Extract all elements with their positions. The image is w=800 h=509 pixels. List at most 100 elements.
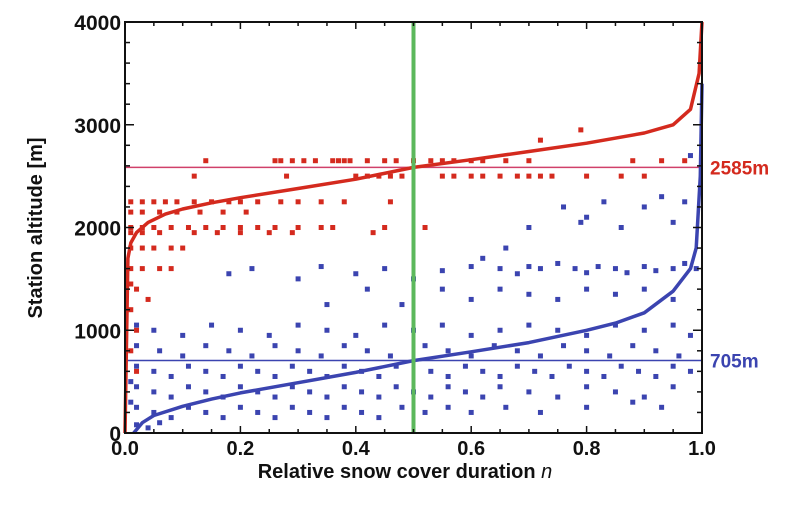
scatter-point-blue — [584, 286, 590, 292]
scatter-point-blue — [687, 332, 693, 338]
scatter-point-blue — [203, 368, 209, 374]
scatter-point-blue — [549, 373, 555, 379]
scatter-point-blue — [341, 404, 347, 410]
scatter-point-red — [295, 225, 301, 230]
scatter-point-blue — [641, 327, 647, 333]
scatter-point-blue — [480, 255, 486, 261]
scatter-point-blue — [555, 394, 561, 400]
scatter-point-red — [335, 158, 341, 164]
scatter-point-blue — [682, 199, 688, 205]
scatter-point-blue — [584, 214, 590, 220]
scatter-point-blue — [128, 379, 134, 385]
scatter-point-red — [480, 158, 486, 164]
scatter-point-red — [272, 225, 278, 230]
scatter-point-blue — [399, 404, 405, 410]
scatter-point-blue — [376, 373, 382, 379]
scatter-point-red — [301, 158, 307, 164]
scatter-point-blue — [584, 384, 590, 390]
scatter-point-red — [255, 199, 261, 205]
scatter-point-blue — [134, 322, 140, 328]
scatter-point-red — [289, 230, 295, 236]
x-tick-label: 0.4 — [342, 438, 371, 460]
y-axis-label: Station altitude [m] — [25, 137, 47, 318]
scatter-point-blue — [249, 353, 255, 359]
scatter-point-red — [168, 245, 174, 251]
scatter-point-blue — [324, 394, 330, 400]
scatter-point-red — [278, 199, 284, 205]
scatter-point-red — [330, 158, 336, 164]
scatter-point-blue — [151, 409, 157, 415]
scatter-point-blue — [341, 363, 347, 369]
scatter-point-red — [630, 158, 636, 164]
scatter-point-red — [382, 158, 388, 164]
scatter-point-blue — [653, 268, 659, 274]
scatter-point-blue — [387, 353, 393, 359]
scatter-point-blue — [555, 260, 561, 266]
scatter-point-blue — [359, 389, 365, 395]
scatter-point-blue — [445, 348, 451, 354]
scatter-point-blue — [203, 389, 209, 395]
scatter-point-red — [220, 209, 226, 215]
scatter-point-red — [191, 173, 197, 179]
scatter-point-red — [370, 230, 376, 236]
cumulative-curve-blue — [132, 83, 704, 435]
median-label-red: 2585m — [710, 158, 769, 179]
scatter-point-blue — [468, 296, 474, 302]
scatter-point-blue — [468, 264, 474, 270]
scatter-point-red — [191, 230, 197, 236]
scatter-point-blue — [641, 394, 647, 400]
y-tick-label: 3000 — [74, 115, 121, 138]
scatter-point-blue — [237, 404, 243, 410]
x-axis-label-text: Relative snow cover duration — [258, 461, 536, 483]
scatter-point-blue — [526, 264, 532, 270]
scatter-point-blue — [289, 363, 295, 369]
scatter-point-blue — [185, 363, 191, 369]
scatter-point-blue — [237, 384, 243, 390]
scatter-point-red — [191, 199, 197, 205]
scatter-point-blue — [537, 353, 543, 359]
scatter-point-red — [128, 209, 134, 215]
scatter-point-blue — [468, 353, 474, 359]
scatter-point-red — [341, 158, 347, 164]
y-tick-label: 4000 — [74, 12, 121, 35]
scatter-point-red — [318, 199, 324, 205]
scatter-point-blue — [526, 322, 532, 328]
scatter-point-blue — [503, 404, 509, 410]
scatter-point-red — [226, 199, 232, 205]
x-tick-label: 1.0 — [688, 438, 716, 460]
scatter-point-red — [480, 173, 486, 179]
scatter-point-red — [266, 230, 272, 236]
scatter-point-blue — [480, 368, 486, 374]
scatter-point-red — [584, 173, 590, 179]
scatter-point-red — [382, 225, 388, 230]
scatter-point-red — [203, 158, 209, 164]
scatter-point-blue — [180, 332, 186, 338]
y-tick-label: 1000 — [74, 320, 121, 343]
scatter-point-blue — [630, 343, 636, 349]
scatter-point-red — [387, 173, 393, 179]
scatter-point-red — [134, 286, 140, 292]
scatter-point-red — [134, 327, 140, 333]
scatter-point-red — [128, 266, 134, 272]
scatter-point-blue — [145, 425, 151, 431]
scatter-point-red — [180, 245, 186, 251]
cumulative-curve-red — [123, 21, 704, 434]
scatter-point-red — [151, 225, 157, 230]
scatter-point-red — [284, 173, 290, 179]
scatter-point-blue — [359, 409, 365, 415]
scatter-point-blue — [659, 404, 665, 410]
scatter-point-red — [682, 158, 688, 164]
scatter-point-blue — [497, 384, 503, 390]
scatter-point-red — [139, 209, 145, 215]
scatter-point-blue — [134, 363, 140, 369]
scatter-point-red — [526, 173, 532, 179]
scatter-point-blue — [687, 368, 693, 374]
scatter-point-blue — [237, 327, 243, 333]
scatter-point-blue — [249, 266, 255, 272]
scatter-point-blue — [324, 415, 330, 421]
scatter-point-blue — [491, 343, 497, 349]
scatter-point-blue — [134, 384, 140, 390]
scatter-point-red — [162, 199, 168, 205]
scatter-point-blue — [318, 353, 324, 359]
scatter-point-red — [157, 230, 163, 236]
